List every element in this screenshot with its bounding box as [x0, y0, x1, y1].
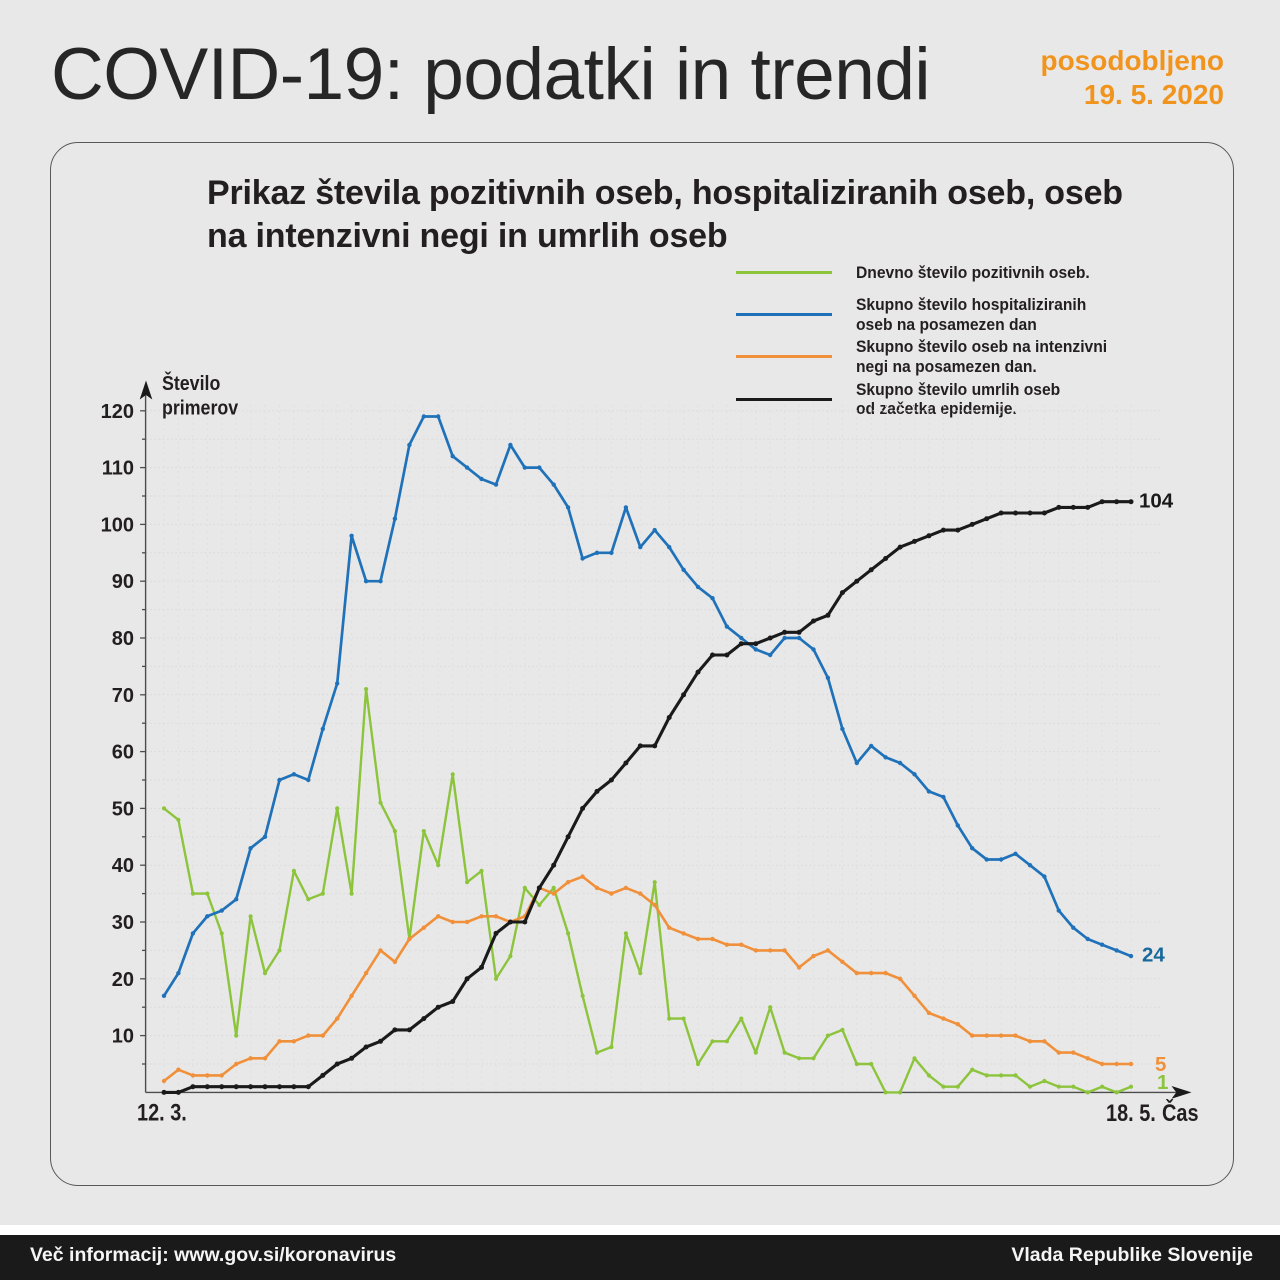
svg-text:40: 40	[112, 855, 134, 877]
svg-text:80: 80	[112, 628, 134, 650]
svg-text:primerov: primerov	[162, 398, 239, 420]
svg-text:104: 104	[1139, 490, 1174, 513]
svg-text:Število: Število	[162, 372, 220, 395]
svg-text:5: 5	[1155, 1053, 1166, 1076]
svg-text:18. 5.: 18. 5.	[1106, 1099, 1156, 1126]
svg-text:50: 50	[112, 798, 134, 820]
svg-text:30: 30	[112, 912, 134, 934]
svg-text:60: 60	[112, 742, 134, 764]
svg-text:90: 90	[112, 571, 134, 593]
svg-text:120: 120	[101, 401, 134, 423]
svg-text:1: 1	[1157, 1071, 1168, 1094]
svg-text:20: 20	[112, 969, 134, 991]
svg-text:Čas: Čas	[1162, 1099, 1199, 1126]
svg-text:24: 24	[1142, 944, 1165, 967]
svg-text:110: 110	[102, 458, 134, 480]
svg-text:70: 70	[112, 685, 134, 707]
svg-text:10: 10	[112, 1026, 134, 1048]
svg-text:12. 3.: 12. 3.	[137, 1099, 187, 1126]
svg-text:100: 100	[101, 514, 134, 536]
